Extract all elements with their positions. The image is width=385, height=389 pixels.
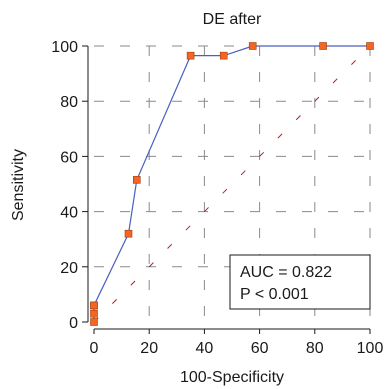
roc-point-7 bbox=[219, 51, 228, 60]
roc-point-6 bbox=[186, 51, 195, 60]
roc-point-10 bbox=[366, 42, 374, 50]
p-value: P < 0.001 bbox=[240, 286, 309, 303]
y-tick-label-5: 100 bbox=[51, 39, 78, 56]
x-tick-label-0: 0 bbox=[90, 340, 99, 357]
x-tick-label-4: 80 bbox=[306, 340, 324, 357]
x-axis-label: 100-Specificity bbox=[180, 369, 284, 386]
roc-point-9 bbox=[319, 42, 327, 50]
y-axis-ticks: 0 20 40 60 80 100 bbox=[51, 39, 88, 332]
roc-point-1 bbox=[90, 309, 98, 318]
roc-point-4 bbox=[124, 229, 133, 238]
roc-point-5 bbox=[132, 176, 141, 184]
x-tick-label-5: 100 bbox=[357, 340, 384, 357]
x-tick-label-1: 20 bbox=[140, 340, 158, 357]
roc-point-0 bbox=[90, 318, 98, 326]
y-tick-label-2: 40 bbox=[60, 205, 78, 222]
y-tick-label-3: 60 bbox=[60, 149, 78, 166]
y-axis-label: Sensitivity bbox=[10, 149, 27, 221]
x-tick-label-2: 40 bbox=[196, 340, 214, 357]
auc-value: AUC = 0.822 bbox=[240, 264, 332, 281]
x-tick-label-3: 60 bbox=[251, 340, 269, 357]
axes bbox=[87, 46, 370, 330]
chart-title: DE after bbox=[203, 11, 262, 28]
auc-annotation-box: AUC = 0.822 P < 0.001 bbox=[229, 254, 371, 310]
x-axis-ticks: 0 20 40 60 80 100 bbox=[90, 329, 384, 357]
y-tick-label-0: 0 bbox=[69, 315, 78, 332]
roc-line bbox=[93, 45, 370, 322]
y-tick-label-4: 80 bbox=[60, 94, 78, 111]
roc-point-3 bbox=[90, 301, 98, 310]
y-tick-label-1: 20 bbox=[60, 260, 78, 277]
roc-curve bbox=[90, 42, 374, 326]
roc-point-8 bbox=[248, 42, 257, 50]
